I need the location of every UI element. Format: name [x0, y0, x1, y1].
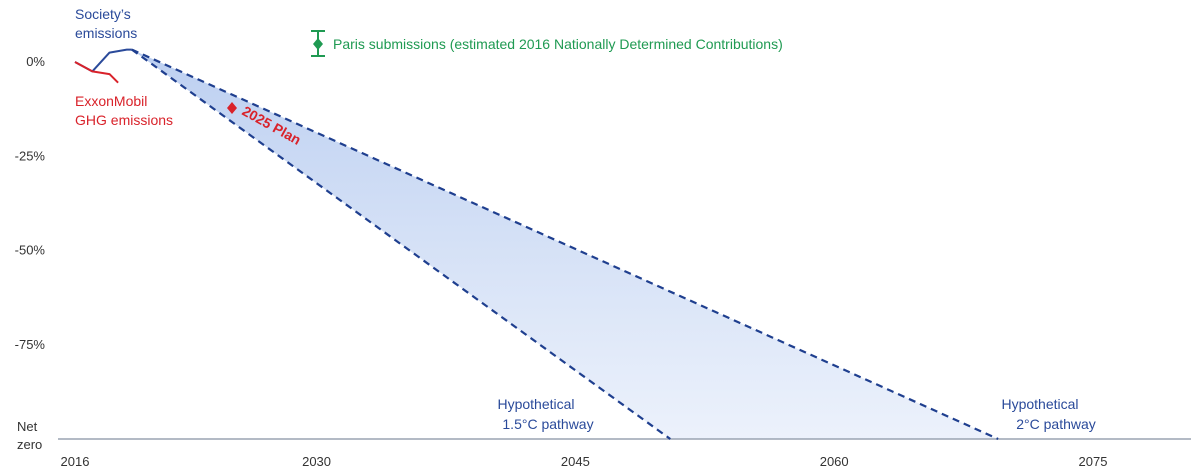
y-tick-net: Net	[17, 419, 38, 434]
pathway-15-label-line2: 1.5°C pathway	[502, 416, 593, 432]
society-emissions-label: Society’s emissions	[75, 6, 137, 41]
series-society-s-emissions	[74, 48, 132, 73]
x-tick-2075: 2075	[1079, 454, 1108, 469]
series-layer	[74, 48, 999, 441]
y-tick-minus-50: -50%	[15, 243, 46, 258]
x-tick-2060: 2060	[820, 454, 849, 469]
exxon-emissions-label: ExxonMobil GHG emissions	[75, 93, 173, 128]
series-exxonmobil-ghg-emissions	[74, 61, 119, 84]
y-tick-minus-75: -75%	[15, 337, 46, 352]
exxon-label-line1: ExxonMobil	[75, 93, 147, 109]
tick-layer: 2016 2030 2045 2060 2075 0% -25% -50% -75% Net zer…	[15, 54, 1108, 469]
y-tick-minus-25: -25%	[15, 148, 46, 163]
y-tick-zero: zero	[17, 437, 42, 452]
paris-submissions-marker	[311, 30, 325, 57]
pathway-2-label-line2: 2°C pathway	[1016, 416, 1096, 432]
exxon-label-line2: GHG emissions	[75, 112, 173, 128]
y-tick-0: 0%	[26, 54, 45, 69]
x-tick-2016: 2016	[61, 454, 90, 469]
pathway-15-label: Hypothetical 1.5°C pathway	[497, 396, 593, 432]
pathway-2-label: Hypothetical 2°C pathway	[1001, 396, 1095, 432]
pathway-2-label-line1: Hypothetical	[1001, 396, 1078, 412]
x-tick-2030: 2030	[302, 454, 331, 469]
paris-submissions-label: Paris submissions (estimated 2016 Nation…	[333, 36, 783, 52]
paris-diamond-icon	[313, 38, 323, 50]
x-tick-2045: 2045	[561, 454, 590, 469]
series-hypothetical-1-5-c-pathway	[131, 48, 671, 440]
series-hypothetical-2-c-pathway	[131, 48, 999, 441]
plan-diamond-icon	[227, 102, 237, 114]
pathway-15-label-line1: Hypothetical	[497, 396, 574, 412]
society-label-line1: Society’s	[75, 6, 131, 22]
society-label-line2: emissions	[75, 25, 137, 41]
